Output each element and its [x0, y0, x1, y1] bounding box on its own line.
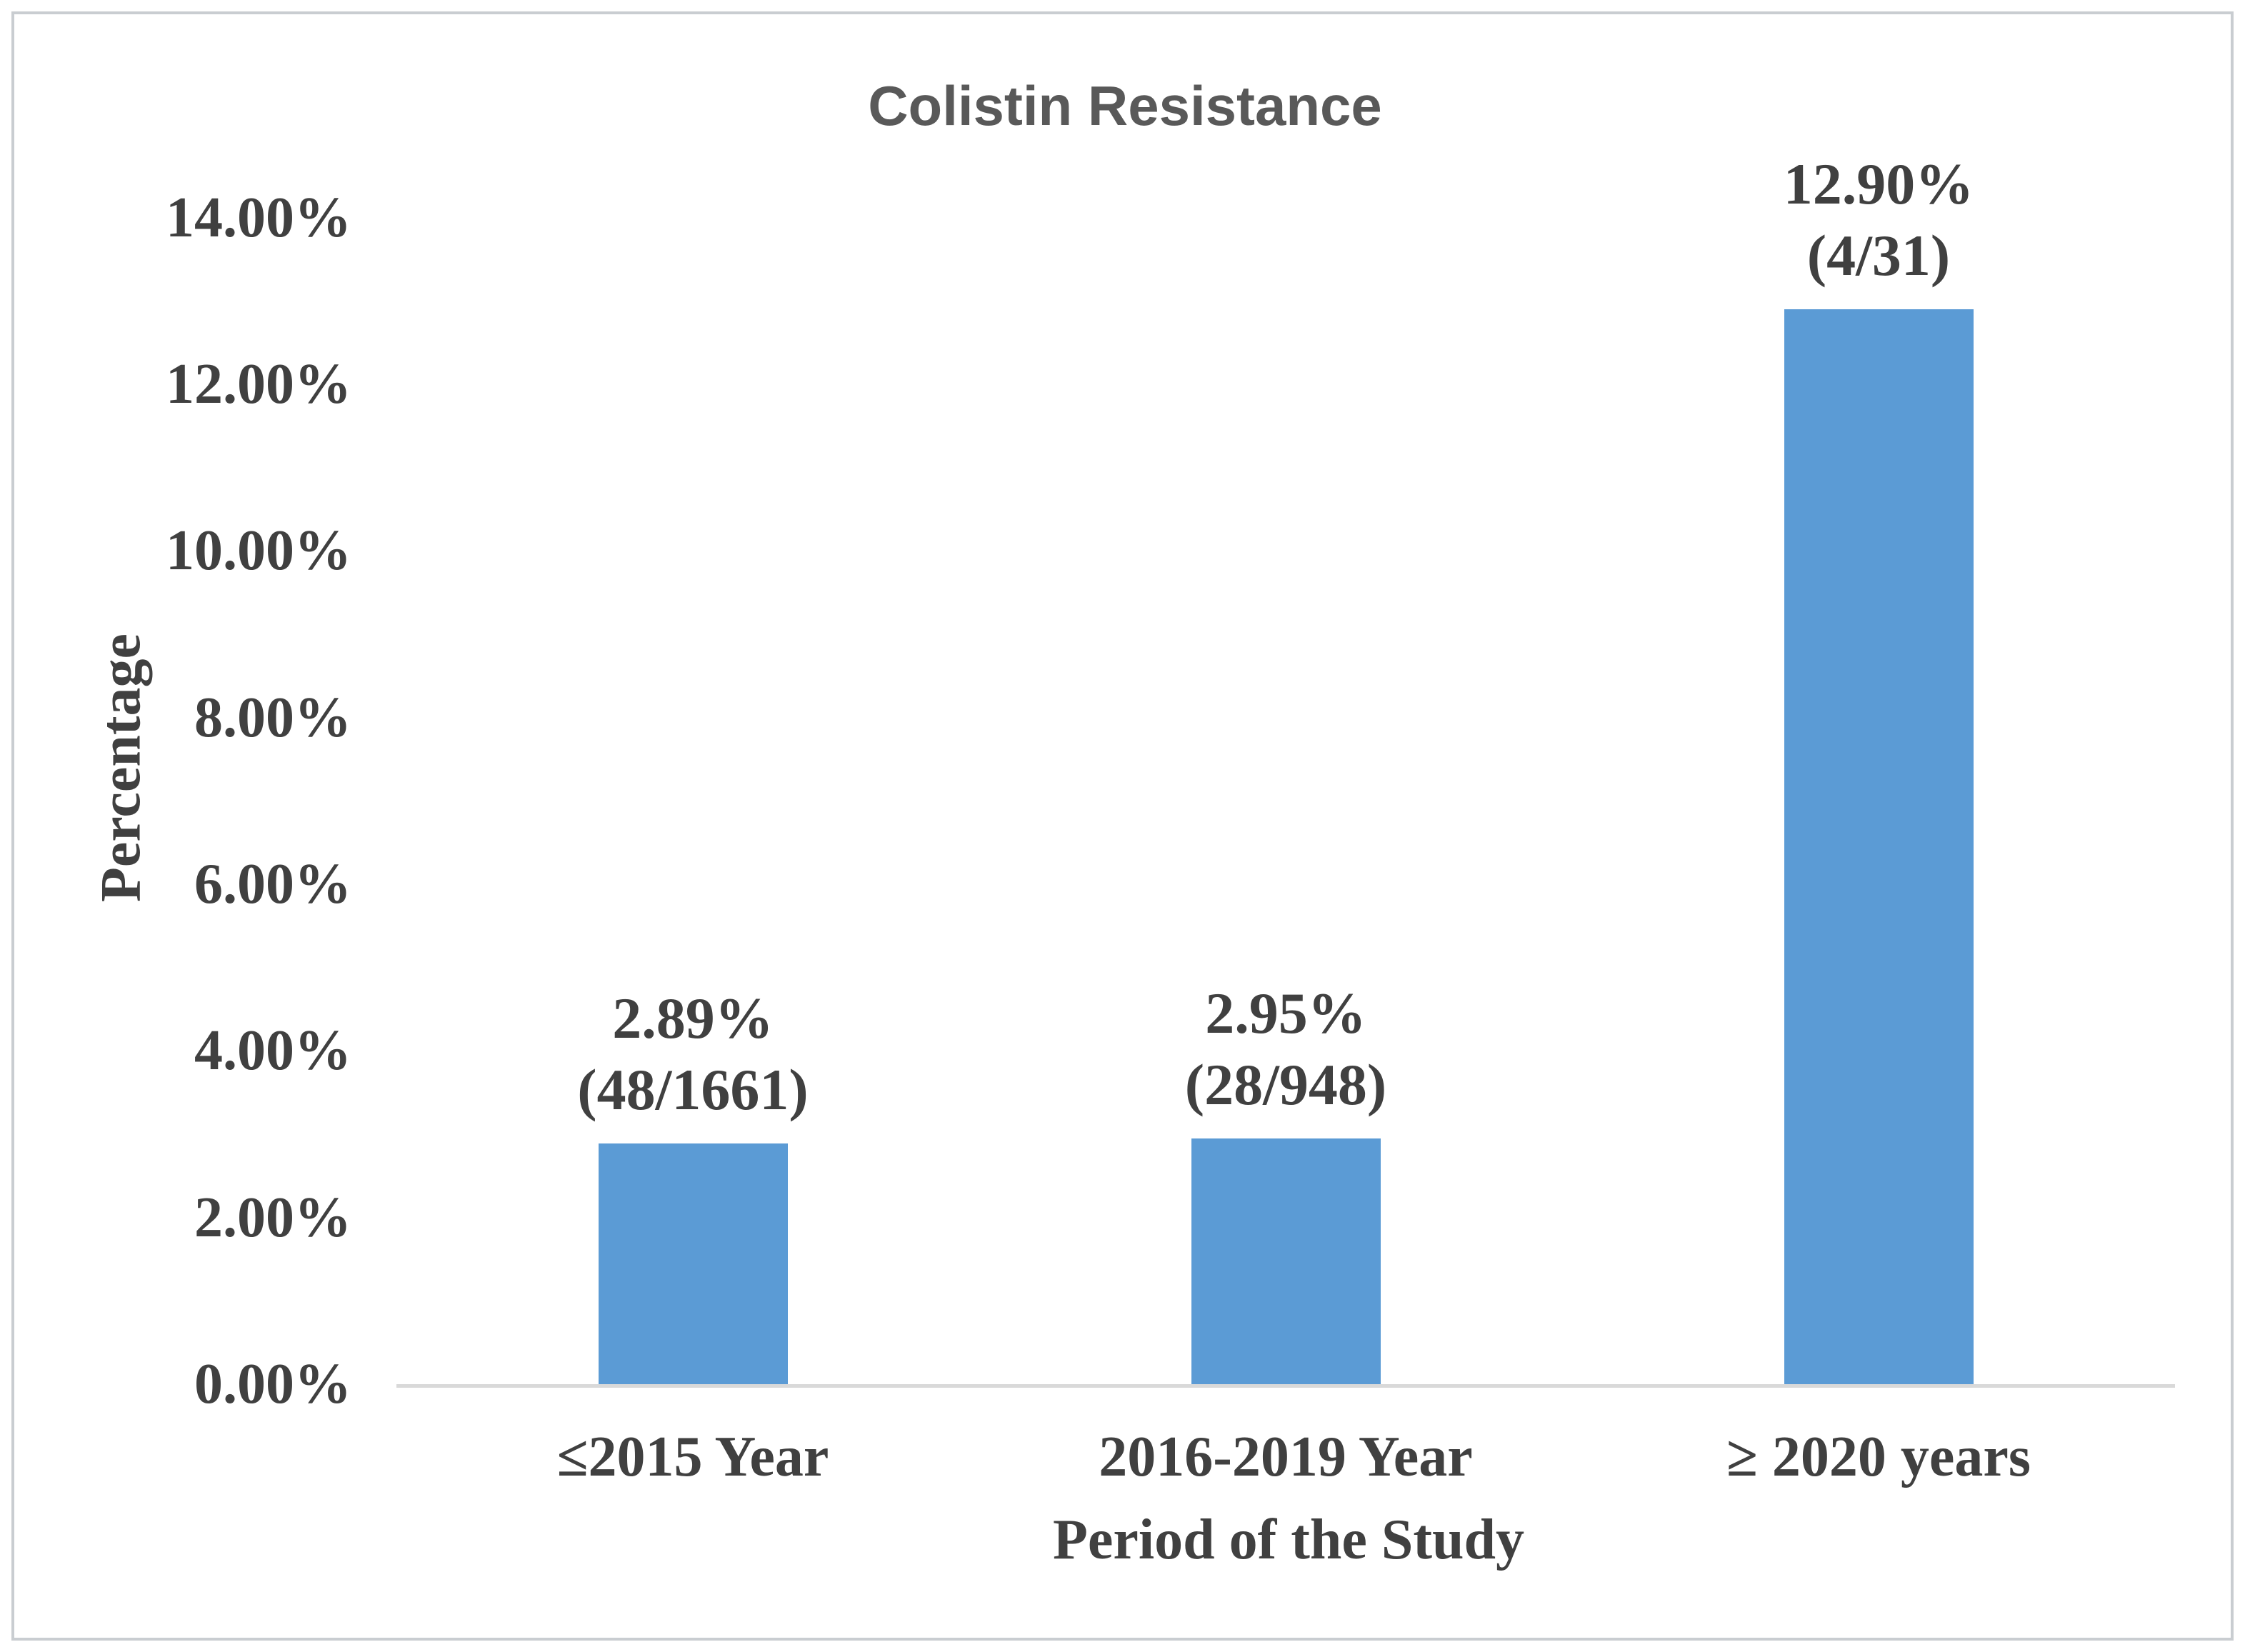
bar	[1784, 309, 1974, 1384]
bar	[1191, 1138, 1381, 1384]
y-tick-label: 12.00%	[166, 353, 351, 416]
x-tick-label: 2016-2019 Year	[1099, 1426, 1473, 1488]
y-tick-label: 2.00%	[194, 1186, 351, 1249]
chart-title: Colistin Resistance	[868, 74, 1382, 137]
bar-value-fraction: (28/948)	[1184, 1051, 1387, 1117]
bar-value-fraction: (48/1661)	[577, 1056, 809, 1122]
y-tick-label: 14.00%	[166, 186, 351, 249]
x-axis-title: Period of the Study	[1053, 1508, 1524, 1571]
y-tick-label: 0.00%	[194, 1353, 351, 1416]
bar-value-label: 2.89% (48/1661)	[407, 983, 979, 1126]
bar-value-percent: 2.95%	[1205, 980, 1366, 1046]
y-tick-label: 4.00%	[194, 1019, 351, 1083]
bar-value-label: 12.90% (4/31)	[1593, 149, 2164, 291]
bar	[598, 1143, 788, 1384]
bar-value-percent: 12.90%	[1783, 151, 1974, 216]
bar-value-percent: 2.89%	[612, 985, 774, 1051]
x-tick-label: ≤2015 Year	[556, 1426, 829, 1488]
y-tick-label: 10.00%	[166, 519, 351, 583]
x-axis-line	[396, 1384, 2175, 1388]
x-tick-label: ≥ 2020 years	[1726, 1426, 2031, 1488]
y-tick-label: 8.00%	[194, 686, 351, 749]
y-tick-label: 6.00%	[194, 853, 351, 916]
bar-value-fraction: (4/31)	[1806, 223, 1951, 288]
bar-value-label: 2.95% (28/948)	[1000, 978, 1571, 1121]
